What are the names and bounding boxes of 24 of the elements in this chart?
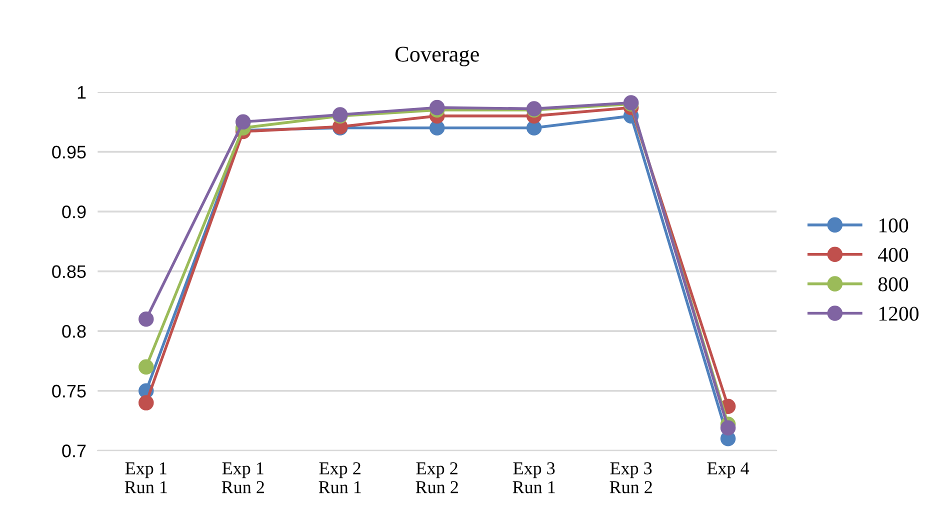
- y-tick-label: 1: [78, 86, 86, 99]
- legend-label: 100: [879, 218, 908, 232]
- x-tick-label: Exp 3 Run 1: [512, 462, 555, 494]
- point: [235, 114, 251, 130]
- x-tick-label: Exp 2 Run 2: [416, 462, 458, 494]
- y-tick-label: 0.8: [62, 325, 86, 338]
- point: [138, 395, 154, 410]
- y-tick-label: 0.75: [52, 384, 86, 398]
- x-tick-label: Exp 2 Run 1: [318, 462, 361, 494]
- point: [138, 311, 154, 327]
- y-tick-label: 0.85: [52, 265, 86, 278]
- y-tick-label: 0.95: [52, 146, 86, 159]
- chart-title: Coverage: [395, 46, 479, 66]
- x-tick-label: Exp 3 Run 2: [610, 462, 652, 494]
- point: [138, 359, 154, 375]
- point: [720, 420, 736, 436]
- legend-label: 800: [878, 277, 908, 292]
- legend-label: 1200: [879, 306, 918, 321]
- x-tick-label: Exp 4: [707, 462, 750, 478]
- y-tick-label: 0.7: [62, 444, 86, 458]
- x-tick-label: Exp 1 Run 2: [222, 462, 264, 494]
- x-tick-label: Exp 1 Run 1: [124, 462, 167, 494]
- legend-label: 400: [878, 248, 908, 262]
- y-tick-label: 0.9: [62, 205, 86, 218]
